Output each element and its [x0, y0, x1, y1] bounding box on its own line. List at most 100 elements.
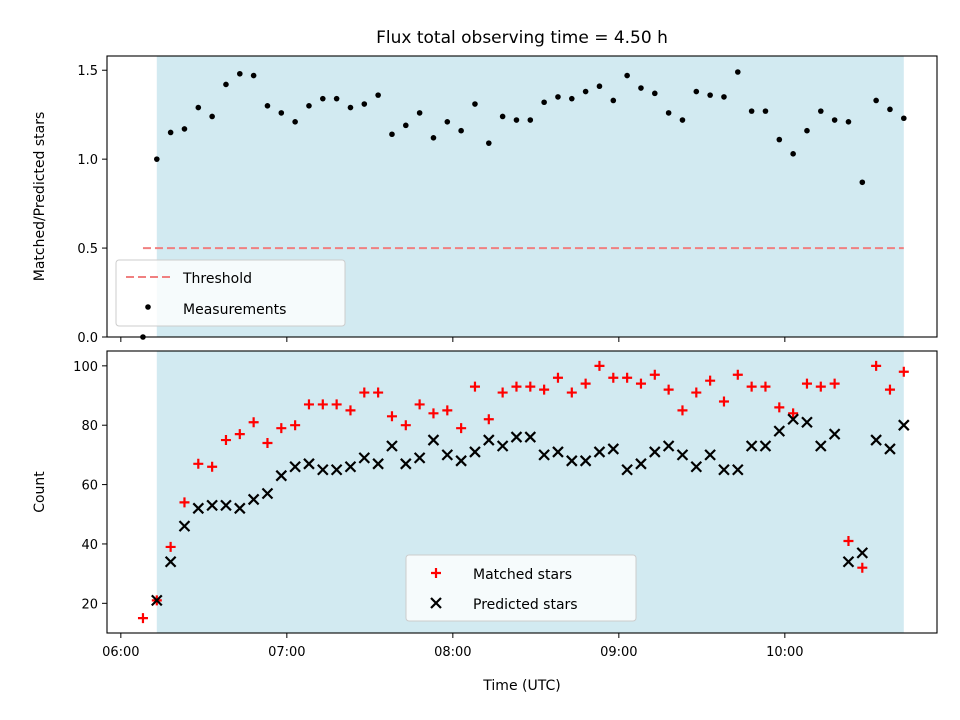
matched-star-point — [732, 369, 743, 380]
predicted-star-point — [759, 440, 772, 452]
predicted-star-point — [524, 431, 537, 443]
legend: Threshold Measurements — [115, 259, 346, 327]
predicted-star-point — [690, 460, 703, 473]
predicted-star-point — [261, 487, 274, 500]
measurement-point — [569, 95, 575, 102]
measurement-point — [472, 101, 478, 107]
matched-star-point — [386, 411, 397, 422]
matched-star-point — [469, 381, 480, 392]
measurement-point — [845, 119, 852, 125]
matched-star-point — [165, 541, 176, 552]
measurement-point — [292, 119, 298, 125]
predicted-star-point — [773, 425, 786, 437]
y-tick-label: 1.0 — [77, 153, 98, 168]
predicted-star-point — [469, 446, 481, 458]
y-tick-label: 1.5 — [77, 64, 98, 79]
measurement-point — [818, 108, 824, 114]
legend-measurements-swatch — [145, 304, 151, 310]
predicted-star-point — [732, 463, 744, 476]
matched-star-point — [801, 378, 812, 389]
matched-star-point — [400, 420, 411, 431]
predicted-star-point — [745, 440, 758, 452]
matched-star-point — [608, 372, 619, 383]
measurement-point — [652, 90, 658, 97]
predicted-star-point — [621, 463, 633, 476]
matched-star-point — [345, 405, 356, 416]
matched-star-point — [580, 378, 591, 389]
matched-star-point — [193, 458, 204, 469]
x-tick-label: 08:00 — [434, 645, 471, 660]
predicted-star-point — [234, 502, 246, 515]
measurement-point — [499, 113, 506, 120]
legend-box — [115, 259, 346, 327]
y-tick-label: 80 — [81, 419, 98, 434]
legend-threshold-label: Threshold — [182, 271, 252, 287]
matched-star-point — [483, 414, 494, 425]
predicted-star-point — [386, 440, 398, 452]
measurement-point — [416, 110, 423, 116]
matched-star-point — [788, 408, 799, 419]
measurement-point — [181, 126, 188, 132]
matched-star-point — [691, 387, 702, 398]
measurement-point — [735, 69, 741, 75]
matched-star-point — [234, 429, 245, 440]
predicted-star-point — [455, 455, 467, 467]
measurement-point — [831, 117, 838, 123]
matched-star-point — [843, 535, 854, 546]
matched-star-point — [497, 387, 508, 398]
matched-star-point — [539, 384, 550, 395]
matched-star-point — [511, 381, 522, 392]
matched-star-point — [829, 378, 840, 389]
measurement-point — [541, 99, 547, 106]
measurement-point — [223, 81, 229, 88]
x-tick-label: 06:00 — [102, 645, 139, 660]
predicted-star-point — [787, 413, 799, 426]
matched-star-point — [428, 408, 439, 419]
predicted-star-point — [593, 446, 606, 458]
predicted-star-point — [358, 452, 371, 464]
matched-star-point — [525, 381, 536, 392]
predicted-star-point — [413, 452, 426, 464]
predicted-star-point — [579, 455, 592, 467]
measurement-point — [375, 92, 381, 98]
predicted-star-point — [289, 460, 301, 473]
measurement-point — [403, 122, 409, 129]
matched-star-point — [774, 402, 785, 413]
measurement-point — [748, 108, 755, 114]
measurement-point — [901, 115, 907, 122]
measurement-point — [887, 106, 893, 113]
predicted-star-point — [510, 431, 523, 443]
x-tick-label: 09:00 — [600, 645, 637, 660]
matched-star-point — [207, 461, 218, 472]
predicted-star-point — [842, 555, 855, 568]
measurement-point — [444, 119, 451, 125]
y-tick-label: 0.0 — [77, 331, 98, 346]
measurement-point — [278, 110, 285, 116]
matched-star-point — [677, 405, 688, 416]
matched-star-point — [456, 423, 467, 434]
predicted-star-point — [192, 502, 205, 515]
y-axis-label: Count — [32, 471, 48, 513]
y-tick-label: 20 — [81, 597, 98, 612]
series-dot — [140, 69, 907, 340]
matched-star-point — [262, 438, 273, 449]
measurement-point — [154, 156, 160, 162]
x-axis-label: Time (UTC) — [482, 678, 560, 694]
legend-predicted-label: Predicted stars — [473, 597, 578, 613]
predicted-star-point — [635, 458, 647, 470]
matched-star-point — [594, 360, 605, 371]
predicted-star-point — [870, 434, 882, 446]
predicted-star-point — [898, 419, 910, 431]
predicted-star-point — [496, 440, 509, 452]
predicted-star-point — [718, 463, 730, 476]
measurement-point — [209, 113, 215, 120]
measurement-point — [804, 127, 810, 134]
predicted-star-point — [303, 458, 315, 470]
predicted-star-point — [372, 458, 384, 470]
matched-star-point — [622, 372, 633, 383]
matched-star-point — [566, 387, 577, 398]
matched-star-point — [898, 366, 909, 377]
measurement-point — [624, 72, 630, 79]
predicted-star-point — [662, 440, 675, 452]
matched-star-point — [871, 360, 882, 371]
